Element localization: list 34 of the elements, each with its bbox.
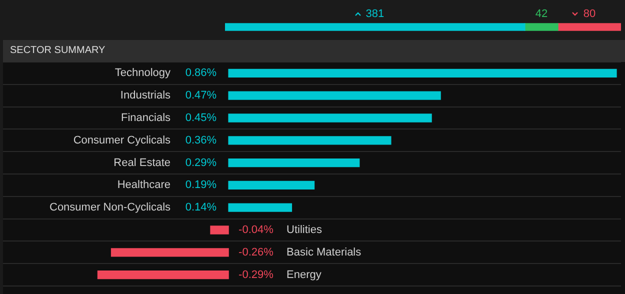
data-label: 80 (583, 8, 596, 20)
category-label: Technology (114, 67, 171, 80)
bar (228, 114, 432, 122)
category-label: Consumer Cyclicals (73, 134, 171, 146)
data-label: 0.14% (185, 202, 217, 214)
category-label: Financials (121, 112, 171, 124)
data-label: -0.29% (238, 268, 274, 281)
bar (110, 248, 229, 257)
data-label: 0.36% (185, 134, 217, 146)
category-label: Healthcare (117, 179, 171, 192)
data-label: 0.19% (185, 179, 217, 192)
data-label: -0.04% (238, 224, 274, 236)
bar (228, 91, 441, 100)
bar (228, 180, 315, 190)
bar (228, 203, 292, 212)
bar (97, 270, 229, 280)
category-label: Real Estate (114, 156, 171, 169)
data-label: 0.86% (185, 67, 217, 80)
category-label: Energy (286, 268, 322, 281)
data-label: -0.26% (238, 246, 274, 258)
category-label: Consumer Non-Cyclicals (50, 202, 171, 214)
data-label: 0.29% (185, 156, 217, 169)
data-label: 0.47% (185, 90, 217, 102)
chart-title: SECTOR SUMMARY (9, 44, 106, 58)
data-label: 42 (535, 8, 548, 20)
category-label: Basic Materials (286, 246, 362, 258)
category-label: Utilities (286, 224, 322, 236)
bar (228, 158, 360, 168)
category-label: Industrials (120, 90, 171, 102)
bar (228, 136, 392, 145)
data-label: 0.45% (185, 112, 217, 124)
bar (210, 226, 229, 234)
bar (228, 68, 617, 78)
data-label: 381 (366, 8, 384, 20)
